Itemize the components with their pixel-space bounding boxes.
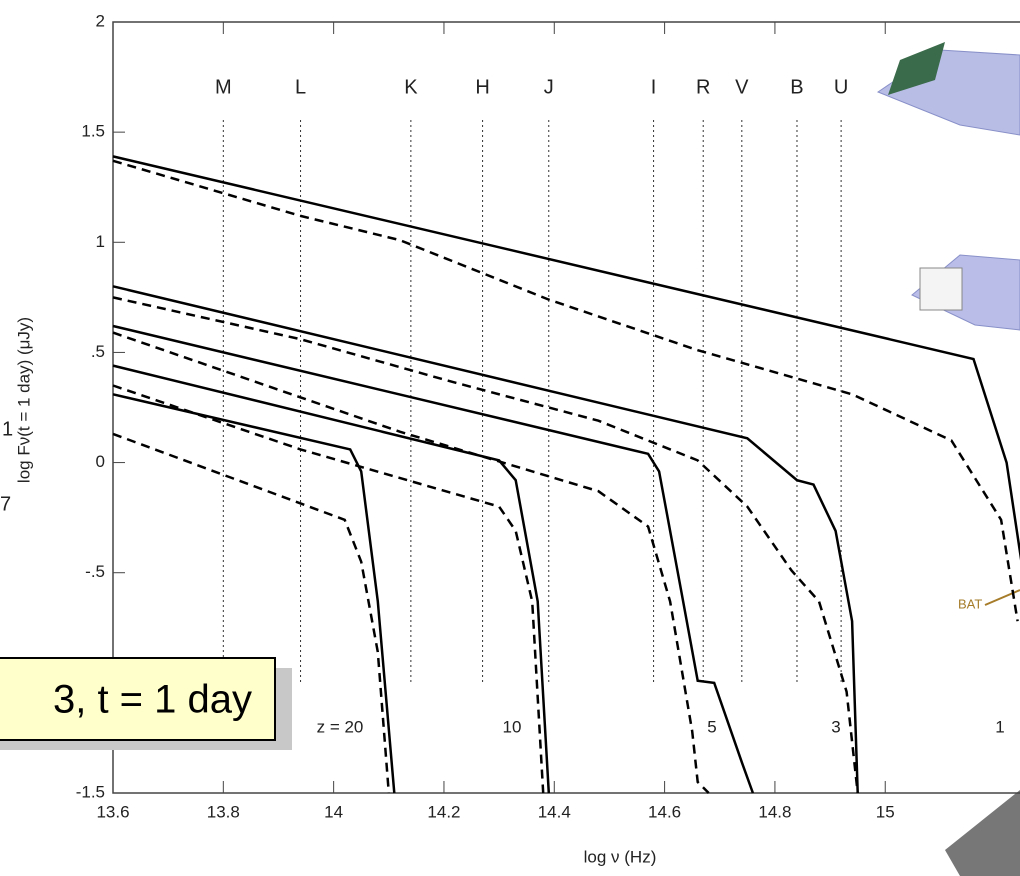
y-tick-label: -.5 bbox=[85, 562, 105, 581]
curve bbox=[112, 432, 391, 794]
redshift-label: 1 bbox=[995, 717, 1004, 736]
x-tick-label: 14.8 bbox=[758, 802, 791, 821]
curve bbox=[112, 155, 1020, 561]
y-tick-label: 1 bbox=[96, 232, 105, 251]
instrument-label: BAT bbox=[958, 596, 982, 611]
curve bbox=[112, 331, 710, 794]
band-label: I bbox=[651, 76, 657, 98]
x-tick-label: 14 bbox=[324, 802, 343, 821]
band-label: U bbox=[834, 76, 848, 98]
x-axis-label: log ν (Hz) bbox=[584, 847, 657, 866]
redshift-label: 5 bbox=[707, 717, 716, 736]
x-tick-label: 13.6 bbox=[96, 802, 129, 821]
curve bbox=[112, 384, 545, 794]
curve bbox=[112, 285, 859, 794]
slide-fragment: 7 bbox=[0, 493, 11, 515]
y-tick-label: 2 bbox=[96, 11, 105, 30]
redshift-label: z = 20 bbox=[317, 717, 364, 736]
slide-fragment: 1 bbox=[2, 418, 13, 440]
text-box bbox=[0, 657, 276, 741]
x-tick-label: 14.2 bbox=[427, 802, 460, 821]
band-label: R bbox=[696, 76, 710, 98]
band-label: J bbox=[544, 76, 554, 98]
band-label: K bbox=[404, 76, 418, 98]
x-tick-label: 15 bbox=[876, 802, 895, 821]
curve bbox=[112, 393, 396, 794]
x-tick-label: 14.6 bbox=[648, 802, 681, 821]
box-text: 3, t = 1 day bbox=[53, 678, 252, 722]
x-tick-label: 14.4 bbox=[538, 802, 571, 821]
satellite-images bbox=[876, 42, 1020, 876]
band-label: L bbox=[295, 76, 306, 98]
y-axis-label: log Fν(t = 1 day) (μJy) bbox=[14, 317, 33, 483]
plot-frame bbox=[112, 21, 1020, 794]
band-label: V bbox=[735, 76, 749, 98]
curve bbox=[112, 296, 859, 794]
band-label: H bbox=[475, 76, 489, 98]
x-tick-label: 13.8 bbox=[207, 802, 240, 821]
redshift-label: 10 bbox=[503, 717, 522, 736]
band-label: B bbox=[790, 76, 803, 98]
curve bbox=[112, 324, 755, 794]
y-tick-label: 0 bbox=[96, 452, 105, 471]
band-label: M bbox=[215, 76, 232, 98]
curve bbox=[112, 159, 1019, 622]
curve bbox=[112, 364, 551, 794]
y-tick-label: 1.5 bbox=[81, 122, 105, 141]
y-tick-label: -1.5 bbox=[76, 782, 105, 801]
y-tick-label: .5 bbox=[91, 342, 105, 361]
redshift-label: 3 bbox=[831, 717, 840, 736]
